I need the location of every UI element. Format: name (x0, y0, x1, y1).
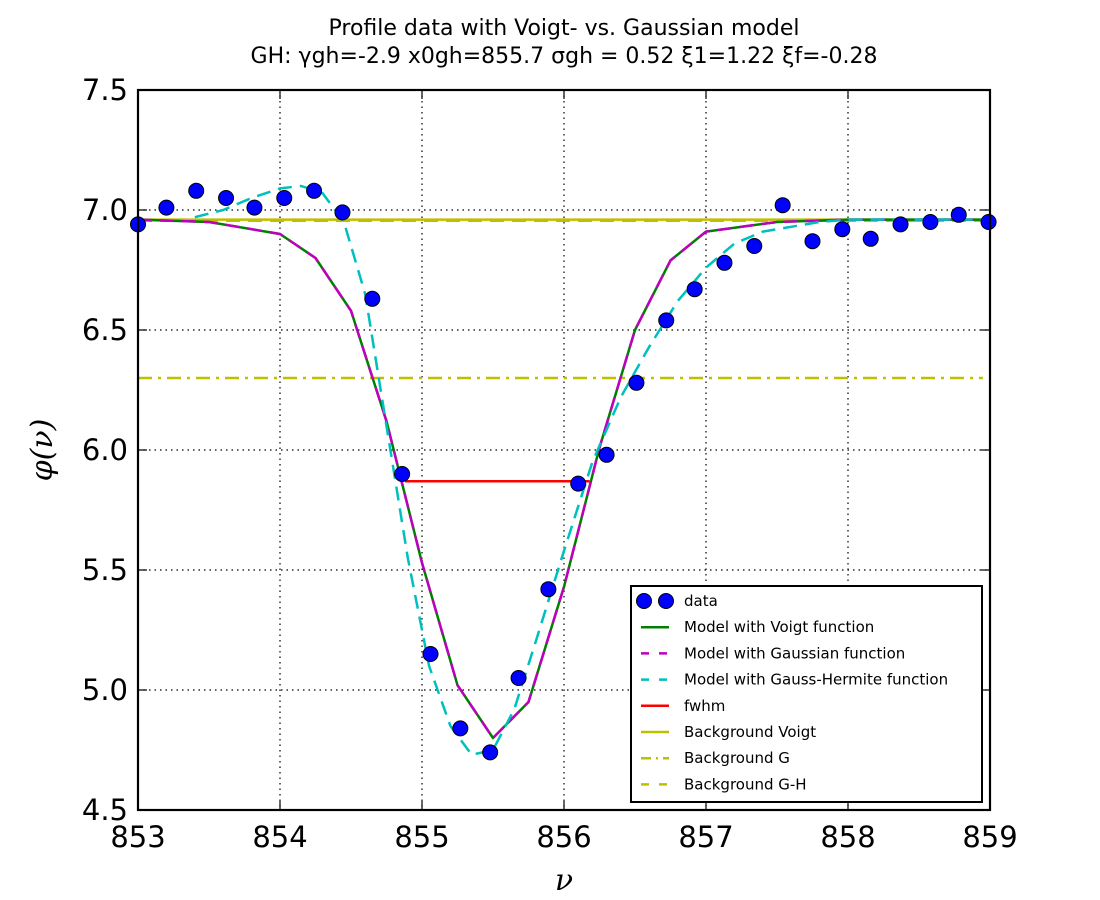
data-point (716, 254, 733, 271)
x-tick-label: 856 (536, 820, 591, 854)
y-tick-label: 4.5 (82, 793, 128, 827)
data-point (188, 182, 205, 199)
data-point (452, 720, 469, 737)
data-point (540, 581, 557, 598)
data-point (598, 446, 615, 463)
data-point (774, 197, 791, 214)
series-line-model-with-gauss-hermite-function (194, 184, 990, 757)
chart-subtitle: GH: γgh=-2.9 x0gh=855.7 σgh = 0.52 ξ1=1.… (251, 44, 878, 69)
data-point (364, 290, 381, 307)
y-tick-label: 7.0 (82, 193, 128, 227)
legend-frame (630, 585, 983, 803)
legend-label: data (684, 592, 718, 610)
data-point (482, 744, 499, 761)
plot-series (130, 182, 997, 761)
data-point (862, 230, 879, 247)
x-tick-label: 858 (820, 820, 875, 854)
legend-label: Model with Voigt function (684, 618, 874, 636)
legend-label: Model with Gauss-Hermite function (684, 671, 948, 689)
legend-items: data Model with Voigt function Model with … (636, 592, 948, 793)
series-data (130, 182, 997, 761)
legend-marker (658, 593, 674, 609)
legend: data Model with Voigt function Model with … (630, 585, 983, 803)
legend-label: Model with Gaussian function (684, 644, 905, 662)
y-tick-label: 6.5 (82, 313, 128, 347)
legend-marker (636, 593, 652, 609)
x-tick-label: 853 (110, 820, 165, 854)
y-tick-label: 5.0 (82, 673, 128, 707)
axis-ticks: 853 854 855 856 857 858 859 4.5 5.0 5.5 6.0 6.5 7.0 7… (82, 73, 1018, 854)
data-point (306, 182, 323, 199)
data-point (892, 216, 909, 233)
data-point (834, 221, 851, 238)
data-point (334, 204, 351, 221)
legend-label: Background G (684, 749, 790, 767)
legend-label: Background G-H (684, 775, 807, 793)
data-point (950, 206, 967, 223)
data-point (510, 670, 527, 686)
data-point (658, 312, 675, 329)
x-tick-label: 857 (678, 820, 733, 854)
legend-label: fwhm (684, 697, 725, 715)
x-tick-label: 855 (394, 820, 449, 854)
y-tick-label: 7.5 (82, 73, 128, 107)
data-point (276, 190, 293, 206)
data-point (158, 199, 175, 216)
data-point (804, 233, 821, 250)
data-point (922, 214, 939, 230)
data-point (422, 646, 439, 662)
data-point (628, 374, 645, 391)
data-point (246, 199, 263, 216)
data-point (570, 475, 587, 492)
y-tick-label: 5.5 (82, 553, 128, 587)
data-point (218, 190, 235, 206)
x-tick-label: 859 (962, 820, 1017, 854)
data-point (746, 238, 763, 254)
chart-title: Profile data with Voigt- vs. Gaussian mo… (329, 16, 800, 41)
y-axis-label: φ(ν) (25, 419, 60, 482)
data-point (394, 466, 411, 482)
x-axis-label: ν (555, 863, 573, 898)
data-point (980, 214, 997, 230)
series-line-model-with-gaussian-function (137, 218, 990, 740)
y-tick-label: 6.0 (82, 433, 128, 467)
x-tick-label: 854 (252, 820, 307, 854)
legend-label: Background Voigt (684, 723, 816, 741)
data-point (686, 281, 703, 298)
